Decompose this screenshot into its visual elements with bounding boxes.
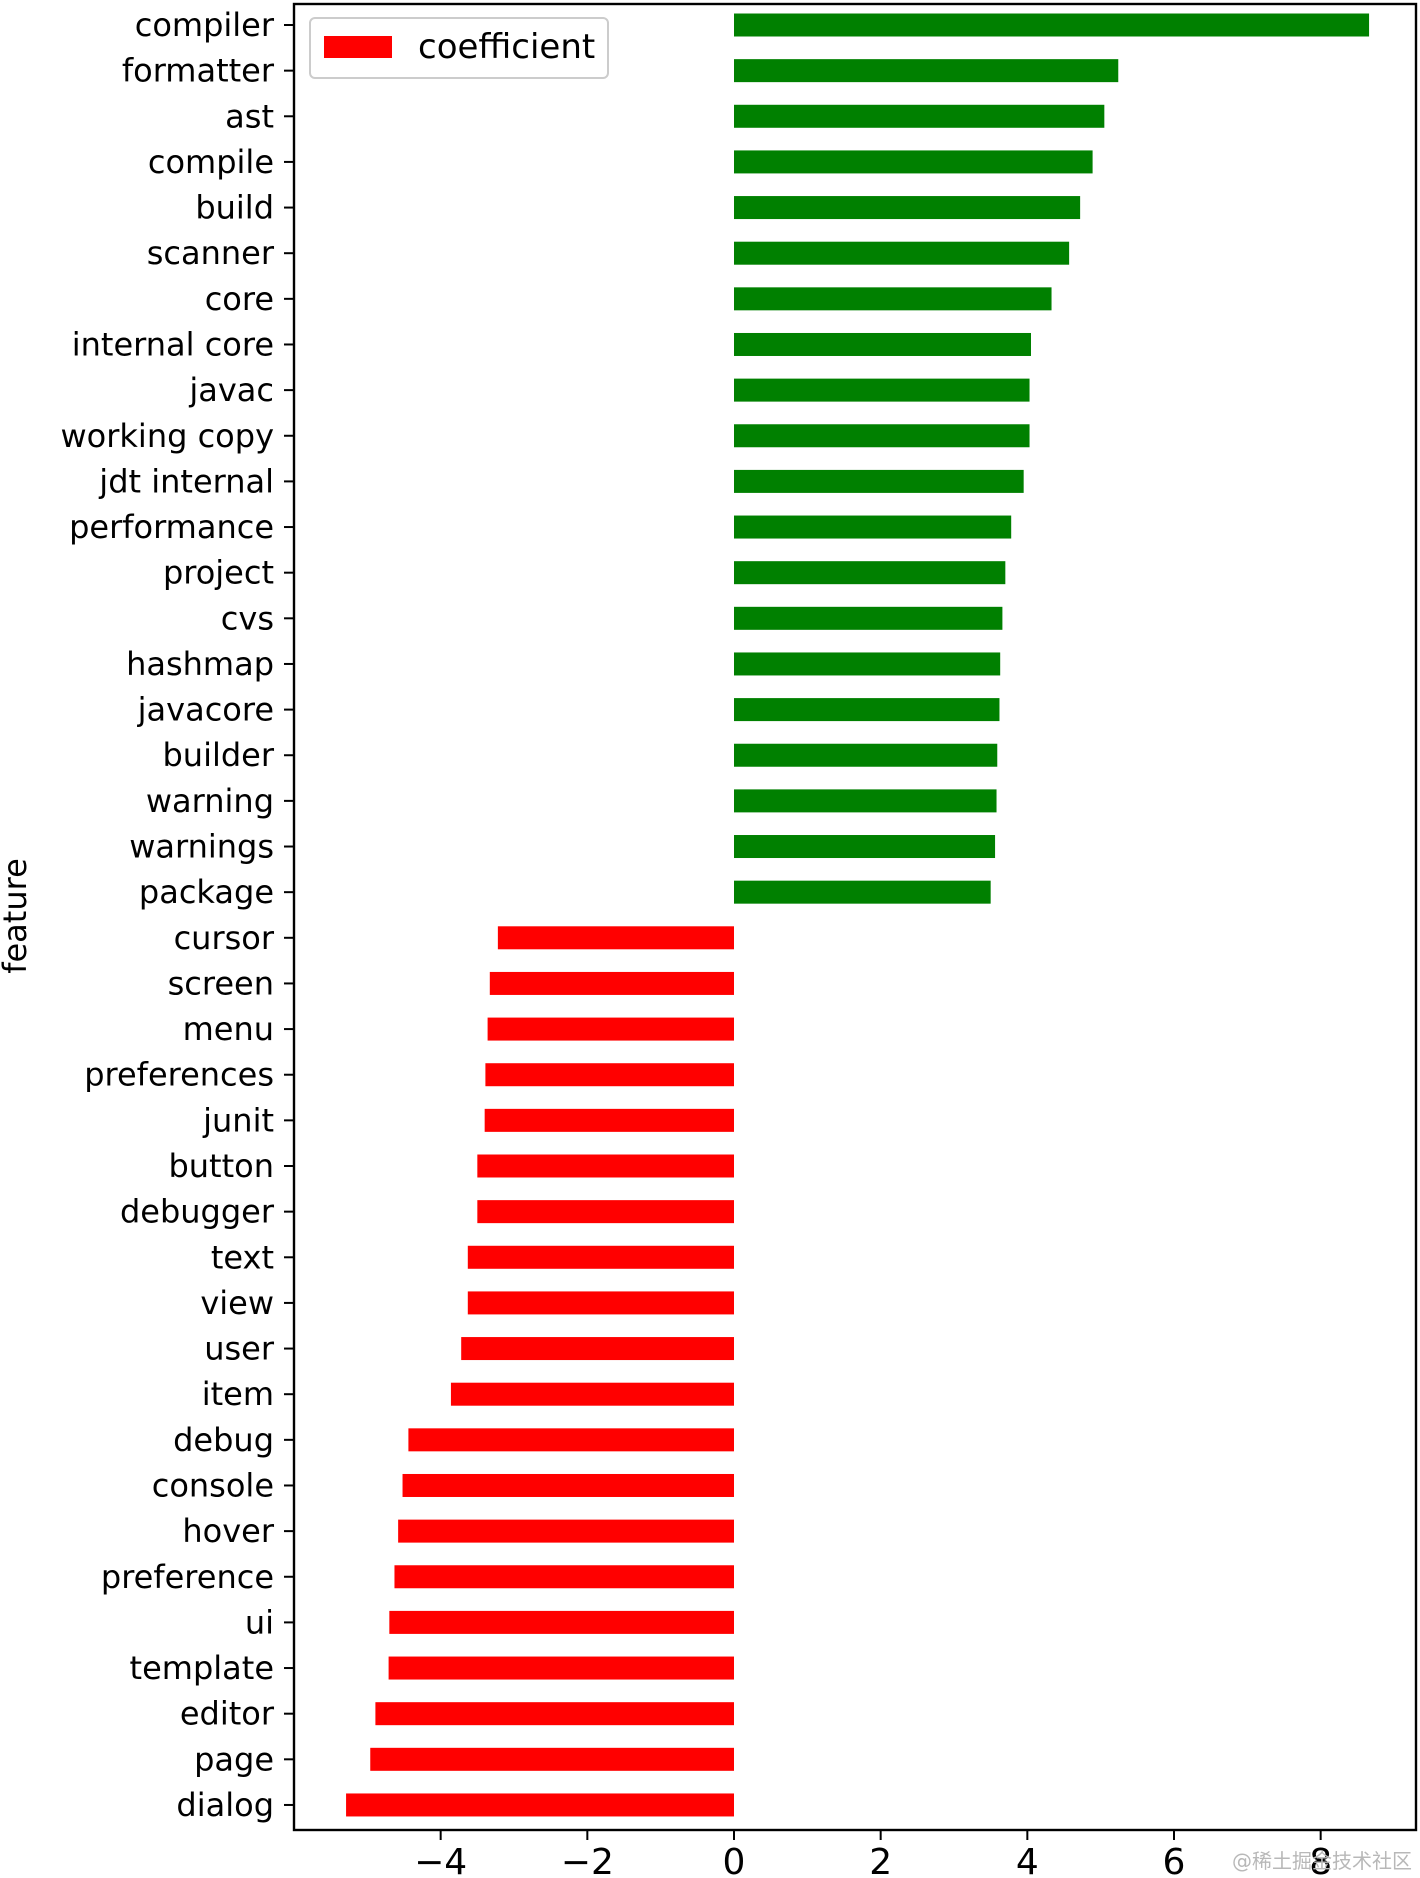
bar-cvs [734, 606, 1003, 630]
bar-template [388, 1656, 734, 1680]
bar-dialog [346, 1793, 734, 1817]
y-tick-label: ast [225, 97, 274, 135]
bar-compiler [734, 13, 1370, 37]
bar-hashmap [734, 652, 1001, 676]
bar-text [467, 1245, 734, 1269]
x-tick-label: −2 [561, 1842, 614, 1878]
y-tick-label: preference [101, 1558, 274, 1596]
bar-menu [487, 1017, 734, 1041]
bar-build [734, 196, 1081, 220]
y-tick-label: project [163, 554, 274, 592]
y-tick-label: ui [245, 1603, 274, 1641]
y-tick-label: debug [173, 1421, 274, 1459]
y-tick-label: editor [180, 1695, 275, 1733]
bar-hover [398, 1519, 734, 1543]
x-tick-label: 6 [1163, 1842, 1186, 1878]
y-tick-label: working copy [60, 417, 274, 455]
x-tick-label: 8 [1309, 1842, 1332, 1878]
bar-preferences [485, 1063, 734, 1087]
watermark: @稀土掘金技术社区 [1232, 1849, 1412, 1873]
x-tick-label: 2 [869, 1842, 892, 1878]
bar-javac [734, 378, 1030, 402]
y-tick-label: performance [69, 508, 274, 546]
bar-scanner [734, 241, 1070, 265]
y-tick-label: warnings [129, 828, 274, 866]
bar-screen [489, 971, 734, 995]
y-tick-label: scanner [147, 234, 275, 272]
y-tick-label: warning [146, 782, 274, 820]
y-tick-label: javac [188, 371, 274, 409]
bar-cursor [497, 926, 734, 950]
legend: coefficient [309, 17, 609, 79]
bar-formatter [734, 59, 1119, 83]
bar-ast [734, 104, 1105, 128]
x-tick-label: −4 [414, 1842, 467, 1878]
y-tick-label: dialog [176, 1786, 274, 1824]
y-tick-label: text [211, 1238, 274, 1276]
y-tick-label: user [204, 1330, 275, 1368]
y-tick-label: debugger [120, 1193, 275, 1231]
y-tick-label: build [195, 189, 274, 227]
y-tick-label: cvs [221, 599, 274, 637]
bar-debugger [477, 1200, 734, 1224]
bar-builder [734, 743, 998, 767]
bars-layer [346, 13, 1370, 1817]
y-tick-label: compiler [135, 6, 275, 44]
y-tick-label: menu [183, 1010, 274, 1048]
y-tick-label: jdt internal [98, 462, 274, 500]
y-tick-label: builder [162, 736, 274, 774]
bar-button [477, 1154, 734, 1178]
bar-javacore [734, 698, 1000, 722]
y-tick-label: item [202, 1375, 274, 1413]
bar-console [402, 1473, 734, 1497]
bar-debug [408, 1428, 734, 1452]
y-tick-label: console [152, 1466, 274, 1504]
y-tick-label: view [200, 1284, 274, 1322]
bar-preference [394, 1565, 734, 1589]
bar-warning [734, 789, 997, 813]
bar-ui [389, 1610, 734, 1634]
y-tick-label: core [205, 280, 274, 318]
y-tick-label: page [194, 1740, 274, 1778]
x-axis: −4 −2 0 2 4 6 8 [414, 1830, 1332, 1878]
y-axis-label: feature [0, 858, 34, 974]
y-axis: compiler formatter ast compile build scanner c… [60, 6, 294, 1824]
y-tick-label: template [130, 1649, 274, 1687]
y-tick-label: hover [182, 1512, 274, 1550]
bar-working-copy [734, 424, 1030, 448]
legend-box [309, 17, 609, 79]
bar-compile [734, 150, 1093, 174]
bar-jdt-internal [734, 469, 1024, 493]
legend-swatch [324, 36, 392, 58]
bar-warnings [734, 835, 996, 859]
bar-core [734, 287, 1052, 311]
y-tick-label: javacore [137, 691, 274, 729]
y-tick-label: cursor [174, 919, 275, 957]
x-tick-label: 0 [723, 1842, 746, 1878]
y-tick-label: internal core [72, 325, 274, 363]
y-tick-label: formatter [122, 52, 275, 90]
bar-view [467, 1291, 734, 1315]
bar-project [734, 561, 1006, 585]
x-tick-label: 4 [1016, 1842, 1039, 1878]
bar-internal-core [734, 332, 1031, 356]
bar-junit [484, 1108, 734, 1132]
legend-label: coefficient [418, 27, 595, 67]
y-tick-label: junit [202, 1101, 274, 1139]
y-tick-label: package [139, 873, 274, 911]
y-tick-label: hashmap [126, 645, 274, 683]
y-tick-label: compile [148, 143, 274, 181]
y-tick-label: preferences [84, 1056, 274, 1094]
bar-item [450, 1382, 734, 1406]
y-tick-label: screen [168, 964, 274, 1002]
y-tick-label: button [168, 1147, 274, 1185]
bar-user [461, 1337, 734, 1361]
bar-performance [734, 515, 1012, 539]
bar-editor [375, 1702, 734, 1726]
plot-frame [292, 2, 1418, 1832]
bar-page [370, 1747, 734, 1771]
bar-package [734, 880, 991, 904]
